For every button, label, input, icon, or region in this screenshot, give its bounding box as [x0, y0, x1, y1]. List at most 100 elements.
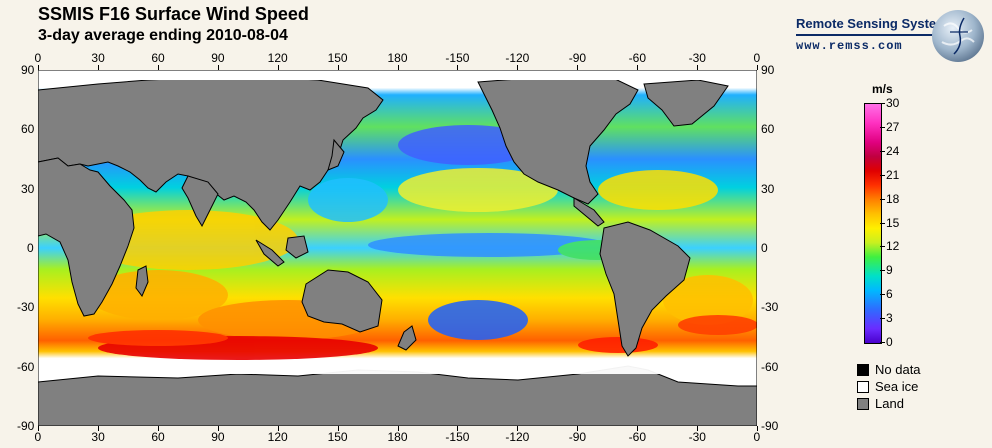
- colorbar-tick-label: 9: [886, 263, 893, 278]
- land-australia: [301, 269, 383, 333]
- colorbar-tick-mark: [880, 294, 885, 296]
- y-tick-label-left: 60: [21, 122, 35, 137]
- x-tick-label-bottom: -60: [628, 430, 646, 444]
- brand-url[interactable]: www.remss.com: [796, 39, 903, 53]
- colorbar-tick-label: 30: [886, 96, 900, 110]
- y-tick-label-left: 0: [27, 241, 34, 255]
- y-tick-label-left: -60: [17, 359, 35, 374]
- x-tick-label-top: 150: [327, 51, 348, 65]
- legend-item: Land: [857, 396, 904, 411]
- x-tick-label-top: -120: [505, 51, 530, 65]
- y-tick-label-left: -90: [17, 419, 35, 433]
- x-tick-label-bottom: 0: [753, 430, 761, 444]
- map-subtitle: 3-day average ending 2010-08-04: [38, 27, 288, 44]
- x-tick-label-top: 90: [211, 51, 225, 65]
- legend-label: Sea ice: [875, 379, 919, 394]
- land-masses: [38, 75, 757, 426]
- y-tick-label-right: -60: [761, 359, 779, 374]
- x-tick-mark-bottom: [277, 426, 279, 431]
- x-tick-mark-top: [697, 65, 699, 70]
- x-tick-mark-top: [277, 65, 279, 70]
- colorbar: [864, 103, 882, 344]
- x-tick-mark-bottom: [457, 426, 459, 431]
- x-tick-mark-bottom: [697, 426, 699, 431]
- x-tick-label-top: -150: [445, 51, 470, 65]
- y-tick-label-left: 90: [21, 63, 35, 77]
- x-tick-label-bottom: -150: [445, 430, 470, 444]
- colorbar-tick-mark: [880, 270, 885, 272]
- colorbar-tick-mark: [880, 246, 885, 248]
- x-tick-label-bottom: 120: [267, 430, 288, 444]
- x-tick-mark-bottom: [577, 426, 579, 431]
- colorbar-tick-mark: [880, 198, 885, 200]
- x-tick-mark-bottom: [157, 426, 159, 431]
- x-tick-label-top: 180: [387, 51, 408, 65]
- land-madagascar: [135, 265, 149, 297]
- x-tick-label-bottom: 180: [387, 430, 408, 444]
- x-tick-mark-bottom: [337, 426, 339, 431]
- colorbar-tick-label: 0: [886, 335, 893, 349]
- legend-label: Land: [875, 396, 904, 411]
- x-tick-label-top: 30: [91, 51, 105, 65]
- x-tick-mark-bottom: [397, 426, 399, 431]
- sea-ice: [38, 70, 757, 374]
- colorbar-tick-label: 3: [886, 311, 893, 326]
- x-tick-label-top: 60: [151, 51, 165, 65]
- colorbar-tick-label: 15: [886, 215, 900, 230]
- land-greenland: [643, 79, 729, 127]
- y-tick-label-left: 30: [21, 181, 35, 196]
- x-tick-mark-top: [577, 65, 579, 70]
- x-tick-label-bottom: 60: [151, 430, 165, 444]
- land-india: [181, 175, 219, 228]
- wind-speed-map[interactable]: [38, 70, 757, 426]
- brand-name: Remote Sensing Systems: [796, 16, 955, 31]
- map-title: SSMIS F16 Surface Wind Speed: [38, 4, 309, 24]
- x-tick-mark-top: [757, 65, 758, 70]
- land-central-america: [573, 197, 605, 227]
- x-tick-label-bottom: 0: [34, 430, 42, 444]
- land-south-america: [599, 221, 691, 357]
- colorbar-tick-label: 21: [886, 167, 900, 182]
- colorbar-tick-mark: [880, 103, 885, 104]
- x-tick-mark-bottom: [637, 426, 639, 431]
- x-tick-label-bottom: 30: [91, 430, 105, 444]
- legend-swatch: [857, 363, 869, 376]
- x-tick-mark-bottom: [97, 426, 99, 431]
- colorbar-tick-label: 27: [886, 119, 900, 134]
- x-tick-mark-top: [637, 65, 639, 70]
- x-tick-mark-top: [517, 65, 519, 70]
- legend-label: No data: [875, 362, 921, 377]
- x-tick-label-bottom: 90: [211, 430, 225, 444]
- x-tick-mark-top: [217, 65, 219, 70]
- y-tick-label-right: 0: [761, 241, 768, 255]
- colorbar-tick-label: 24: [886, 143, 900, 158]
- colorbar-tick-label: 18: [886, 191, 900, 206]
- x-tick-mark-top: [38, 65, 39, 70]
- x-tick-mark-top: [337, 65, 339, 70]
- x-tick-label-bottom: 150: [327, 430, 348, 444]
- x-tick-label-top: 120: [267, 51, 288, 65]
- colorbar-tick-mark: [880, 342, 885, 343]
- x-tick-mark-top: [457, 65, 459, 70]
- land-new-zealand: [397, 325, 417, 351]
- globe-logo-icon: [932, 10, 984, 62]
- x-tick-label-bottom: -30: [688, 430, 706, 444]
- y-tick-label-right: 30: [761, 181, 775, 196]
- legend-swatch: [857, 397, 869, 410]
- x-tick-label-bottom: -90: [568, 430, 587, 444]
- x-tick-mark-bottom: [38, 426, 39, 431]
- land-eurasia: [38, 75, 384, 231]
- land-antarctica: [38, 365, 757, 426]
- y-tick-label-right: -30: [761, 300, 779, 315]
- x-tick-mark-top: [97, 65, 99, 70]
- brand-block[interactable]: Remote Sensing Systems www.remss.com: [796, 16, 956, 53]
- x-tick-label-top: 0: [34, 51, 42, 65]
- colorbar-unit: m/s: [872, 82, 893, 96]
- x-tick-mark-top: [397, 65, 399, 70]
- x-tick-mark-bottom: [757, 426, 758, 431]
- land-borneo: [285, 235, 309, 259]
- land-africa: [38, 157, 135, 317]
- y-tick-label-left: -30: [17, 300, 35, 315]
- y-tick-label-right: 60: [761, 122, 775, 137]
- land-north-america: [477, 75, 639, 205]
